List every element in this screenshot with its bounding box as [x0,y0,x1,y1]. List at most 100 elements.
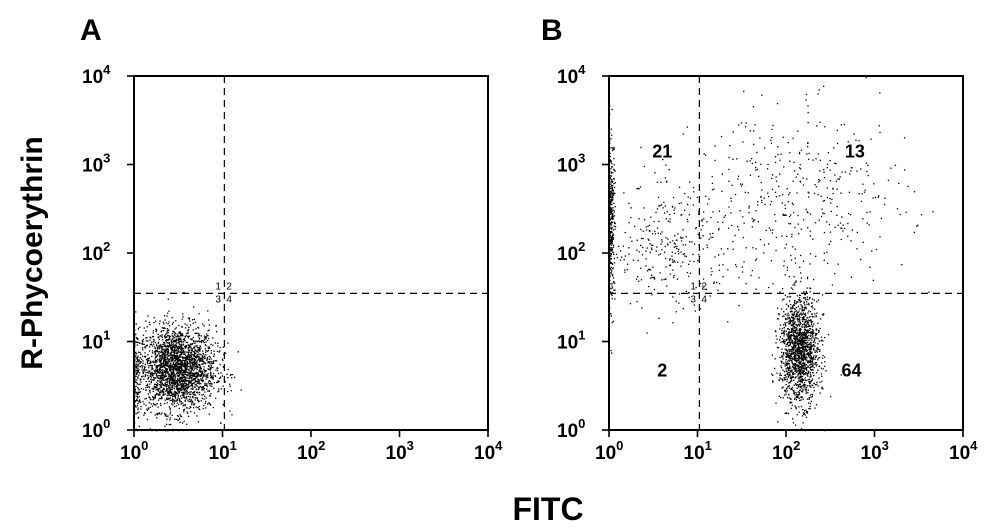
event-dot [609,268,612,270]
event-dot [207,350,210,352]
event-dot [805,356,807,358]
event-dot [151,388,153,390]
event-dot [810,347,812,349]
event-dot [140,381,142,383]
event-dot [609,164,611,166]
event-dot [163,342,166,344]
event-dot [809,320,811,322]
event-dot [167,346,169,348]
event-dot [169,381,171,384]
event-dot [788,384,790,387]
event-dot [181,348,183,350]
event-dot [170,379,172,381]
event-dot [766,168,769,170]
event-dot [635,278,638,280]
event-dot [172,377,174,380]
event-dot [180,365,182,367]
event-dot [189,324,192,326]
event-dot [181,346,183,348]
event-dot [805,336,807,338]
event-dot [181,362,183,365]
event-dot [645,226,647,228]
event-dot [175,391,177,394]
event-dot [178,387,180,389]
event-dot [180,338,182,341]
event-dot [851,229,854,231]
event-dot [197,332,199,334]
event-dot [161,348,163,351]
event-dot [790,350,792,352]
event-dot [803,412,805,414]
event-dot [675,246,677,248]
event-dot [185,369,187,371]
event-dot [794,352,796,354]
event-dot [791,376,793,379]
event-dot [188,400,191,403]
event-dot [661,279,663,281]
event-dot [136,341,138,343]
event-dot [804,387,806,389]
event-dot [159,335,161,337]
event-dot [730,212,732,214]
event-dot [612,229,614,231]
event-dot [796,396,798,398]
event-dot [829,169,831,171]
event-dot [698,213,700,215]
event-dot [184,382,186,384]
event-dot [191,402,193,404]
event-dot [176,354,178,356]
event-dot [841,227,843,229]
event-dot [185,359,187,361]
event-dot [200,378,203,380]
event-dot [614,228,616,230]
event-dot [168,342,170,344]
event-dot [611,201,613,203]
event-dot [140,378,142,380]
event-dot [610,227,612,229]
event-dot [144,374,147,377]
event-dot [159,365,161,367]
event-dot [609,257,611,260]
event-dot [156,381,158,383]
event-dot [803,413,805,416]
event-dot [784,274,786,276]
event-dot [778,313,780,315]
event-dot [665,218,667,220]
event-dot [134,335,136,337]
event-dot [796,334,798,337]
event-dot [789,355,791,357]
event-dot [822,368,824,370]
event-dot [164,357,166,359]
event-dot [156,383,159,385]
event-dot [804,332,806,334]
panel-a-events [134,292,242,432]
event-dot [189,363,191,365]
event-dot [665,257,667,260]
event-dot [613,211,615,213]
event-dot [156,375,158,377]
event-dot [134,378,136,380]
event-dot [180,349,183,352]
event-dot [804,328,806,331]
event-dot [174,400,176,402]
event-dot [135,352,137,355]
event-dot [206,384,208,386]
event-dot [796,357,799,360]
event-dot [790,355,793,357]
event-dot [168,329,170,331]
event-dot [843,123,846,126]
event-dot [183,409,185,411]
y-axis-label: R-Phycoerythrin [16,136,49,369]
event-dot [829,197,831,200]
event-dot [786,321,788,324]
event-dot [182,365,184,368]
event-dot [193,318,195,320]
event-dot [802,357,804,359]
event-dot [189,376,191,378]
event-dot [155,386,157,389]
event-dot [610,208,612,210]
event-dot [669,241,671,243]
event-dot [609,261,611,263]
event-dot [819,121,821,123]
event-dot [151,367,153,369]
